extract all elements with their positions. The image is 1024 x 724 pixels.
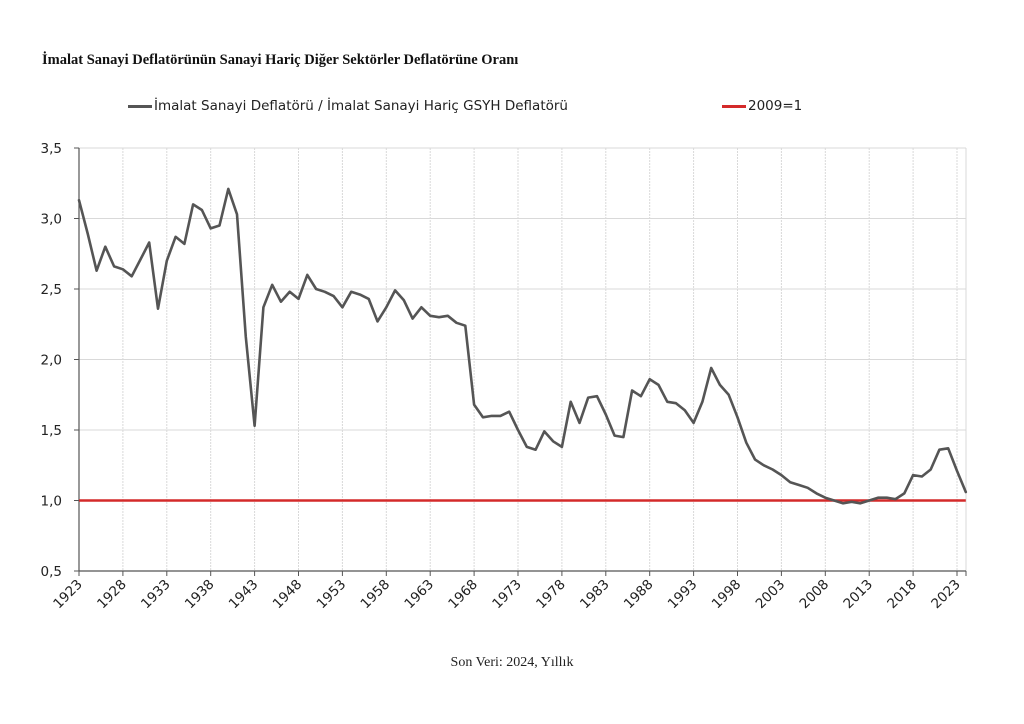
x-tick-label: 1978 xyxy=(533,577,569,613)
x-tick-label: 1993 xyxy=(665,577,701,613)
x-tick-label: 1953 xyxy=(314,577,350,613)
y-tick-label: 1,0 xyxy=(41,494,62,510)
x-tick-label: 1998 xyxy=(709,577,745,613)
legend-swatch-baseline xyxy=(722,104,746,108)
y-tick-label: 0,5 xyxy=(41,564,62,580)
x-tick-label: 1988 xyxy=(621,577,657,613)
x-tick-label: 1958 xyxy=(358,577,394,613)
legend-label-baseline: 2009=1 xyxy=(748,98,803,114)
y-tick-label: 2,5 xyxy=(41,282,62,298)
x-tick-label: 2013 xyxy=(840,577,876,613)
x-tick-label: 2018 xyxy=(884,577,920,613)
x-tick-label: 1943 xyxy=(226,577,262,613)
legend-label-ratio: İmalat Sanayi Deflatörü / İmalat Sanayi … xyxy=(154,98,568,114)
legend-item-baseline: 2009=1 xyxy=(722,98,802,114)
x-tick-label: 1933 xyxy=(138,577,174,613)
series-layer xyxy=(77,187,968,505)
x-tick-label: 2008 xyxy=(797,577,833,613)
y-tick-label: 3,0 xyxy=(41,212,62,228)
axes xyxy=(74,147,967,576)
x-tick-label: 1973 xyxy=(489,577,525,613)
x-tick-label: 2023 xyxy=(928,577,964,613)
series-line-deflator-ratio xyxy=(77,187,968,505)
gridlines xyxy=(79,147,967,571)
y-tick-label: 1,5 xyxy=(41,423,62,439)
y-tick-label: 2,0 xyxy=(41,353,62,369)
x-tick-label: 2003 xyxy=(753,577,789,613)
x-tick-label: 1928 xyxy=(94,577,130,613)
x-tick-label: 1983 xyxy=(577,577,613,613)
legend-item-ratio: İmalat Sanayi Deflatörü / İmalat Sanayi … xyxy=(128,98,568,114)
y-tick-label: 3,5 xyxy=(41,141,62,157)
x-tick-label: 1923 xyxy=(50,577,86,613)
x-tick-label: 1948 xyxy=(270,577,306,613)
legend: İmalat Sanayi Deflatörü / İmalat Sanayi … xyxy=(0,98,1024,120)
footer-note: Son Veri: 2024, Yıllık xyxy=(450,655,574,670)
x-tick-label: 1968 xyxy=(445,577,481,613)
x-tick-label: 1938 xyxy=(182,577,218,613)
x-tick-label: 1963 xyxy=(401,577,437,613)
legend-swatch-ratio xyxy=(128,104,152,108)
chart-title: İmalat Sanayi Deflatörünün Sanayi Hariç … xyxy=(42,52,519,68)
